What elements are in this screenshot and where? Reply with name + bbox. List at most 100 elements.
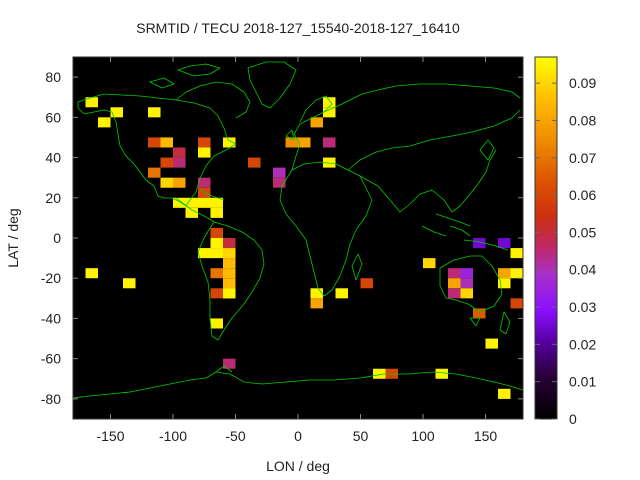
y-tick-label: -20 — [41, 270, 61, 286]
heatmap-cell — [223, 278, 236, 289]
heatmap-cell — [435, 368, 448, 379]
heatmap-cell — [198, 177, 211, 188]
y-tick-label: 80 — [45, 69, 61, 85]
x-tick-label: -100 — [159, 428, 187, 444]
x-tick-label: 100 — [411, 428, 435, 444]
heatmap-cell — [373, 368, 386, 379]
y-tick-label: 0 — [53, 230, 61, 246]
x-axis-ticks: -150 -100 -50 0 50 100 150 — [96, 57, 497, 444]
heatmap-cell — [210, 197, 223, 208]
heatmap-cell — [510, 298, 523, 309]
heatmap-cell — [298, 137, 311, 148]
colorbar-tick-label: 0.09 — [569, 75, 596, 91]
heatmap-cell — [423, 258, 436, 269]
heatmap-cell — [223, 288, 236, 299]
heatmap-cell — [210, 318, 223, 329]
x-tick-label: 50 — [353, 428, 369, 444]
heatmap-cell — [273, 177, 286, 188]
x-axis-label: LON / deg — [266, 458, 330, 474]
heatmap-cell — [148, 137, 161, 148]
heatmap-cell — [460, 268, 473, 279]
heatmap-cell — [223, 258, 236, 269]
y-axis-label: LAT / deg — [5, 208, 21, 267]
heatmap-cell — [460, 278, 473, 289]
y-tick-label: 40 — [45, 150, 61, 166]
heatmap-cell — [473, 308, 486, 319]
heatmap-cell — [310, 117, 323, 128]
plot-area — [73, 57, 523, 419]
y-tick-label: -60 — [41, 351, 61, 367]
x-tick-label: 150 — [474, 428, 498, 444]
colorbar-tick-label: 0.05 — [569, 224, 596, 240]
heatmap-cell — [323, 107, 336, 118]
heatmap-cell — [160, 177, 173, 188]
heatmap-cell — [198, 137, 211, 148]
heatmap-cell — [198, 197, 211, 208]
heatmap-cell — [148, 107, 161, 118]
colorbar-tick-label: 0.02 — [569, 336, 596, 352]
x-tick-label: 0 — [294, 428, 302, 444]
heatmap-cell — [198, 187, 211, 198]
heatmap-cell — [148, 167, 161, 178]
heatmap-cell — [285, 137, 298, 148]
heatmap-cell — [210, 288, 223, 299]
x-tick-label: -150 — [96, 428, 124, 444]
y-tick-label: -80 — [41, 391, 61, 407]
heatmap-cell — [198, 248, 211, 259]
heatmap-cell — [223, 248, 236, 259]
heatmap-cell — [160, 137, 173, 148]
heatmap-cell — [110, 107, 123, 118]
heatmap-cell — [210, 207, 223, 218]
heatmap-cell — [98, 117, 111, 128]
heatmap-cell — [473, 238, 486, 249]
coastline-overlay — [72, 61, 524, 399]
colorbar — [534, 56, 558, 420]
heatmap-cell — [498, 278, 511, 289]
heatmap-cell — [323, 97, 336, 108]
heatmap-cell — [323, 157, 336, 168]
heatmap-cell — [448, 288, 461, 299]
colorbar-tick-label: 0.08 — [569, 112, 596, 128]
colorbar-tick-label: 0.01 — [569, 374, 596, 390]
heatmap-cell — [173, 197, 186, 208]
y-tick-label: 60 — [45, 109, 61, 125]
heatmap-cell — [173, 157, 186, 168]
heatmap-cell — [498, 268, 511, 279]
heatmap-cell — [223, 238, 236, 249]
heatmap-cell — [310, 298, 323, 309]
heatmap-cell — [123, 278, 136, 289]
heatmap-cell — [223, 358, 236, 369]
heatmap-cell — [248, 157, 261, 168]
heatmap-cell — [185, 197, 198, 208]
colorbar-tick-label: 0.06 — [569, 187, 596, 203]
heatmap-cell — [210, 268, 223, 279]
x-tick-label: -50 — [225, 428, 245, 444]
heatmap-cell — [360, 278, 373, 289]
heatmap-cell — [160, 157, 173, 168]
heatmap-cell — [335, 288, 348, 299]
heatmap-cell — [460, 288, 473, 299]
heatmap-cell — [85, 268, 98, 279]
heatmap-cell — [223, 268, 236, 279]
colorbar-tick-label: 0.03 — [569, 299, 596, 315]
heatmap-cell — [198, 147, 211, 158]
heatmap-cell — [448, 278, 461, 289]
heatmap-cell — [210, 238, 223, 249]
heatmap-cell — [173, 147, 186, 158]
heatmap-cell — [323, 137, 336, 148]
heatmap-cell — [185, 207, 198, 218]
heatmap-cell — [510, 268, 523, 279]
heatmap-cell — [498, 388, 511, 399]
heatmap-cell — [510, 248, 523, 259]
heatmap-cells — [85, 97, 523, 399]
y-tick-label: 20 — [45, 190, 61, 206]
colorbar-tick-label: 0.07 — [569, 150, 596, 166]
heatmap-cell — [85, 97, 98, 108]
heatmap-cell — [498, 238, 511, 249]
colorbar-ticks: 0 0.01 0.02 0.03 0.04 0.05 0.06 0.07 0.08 0.09 — [535, 75, 596, 427]
heatmap-cell — [210, 227, 223, 238]
heatmap-cell — [210, 248, 223, 259]
colorbar-tick-label: 0 — [569, 411, 577, 427]
y-tick-label: -40 — [41, 310, 61, 326]
